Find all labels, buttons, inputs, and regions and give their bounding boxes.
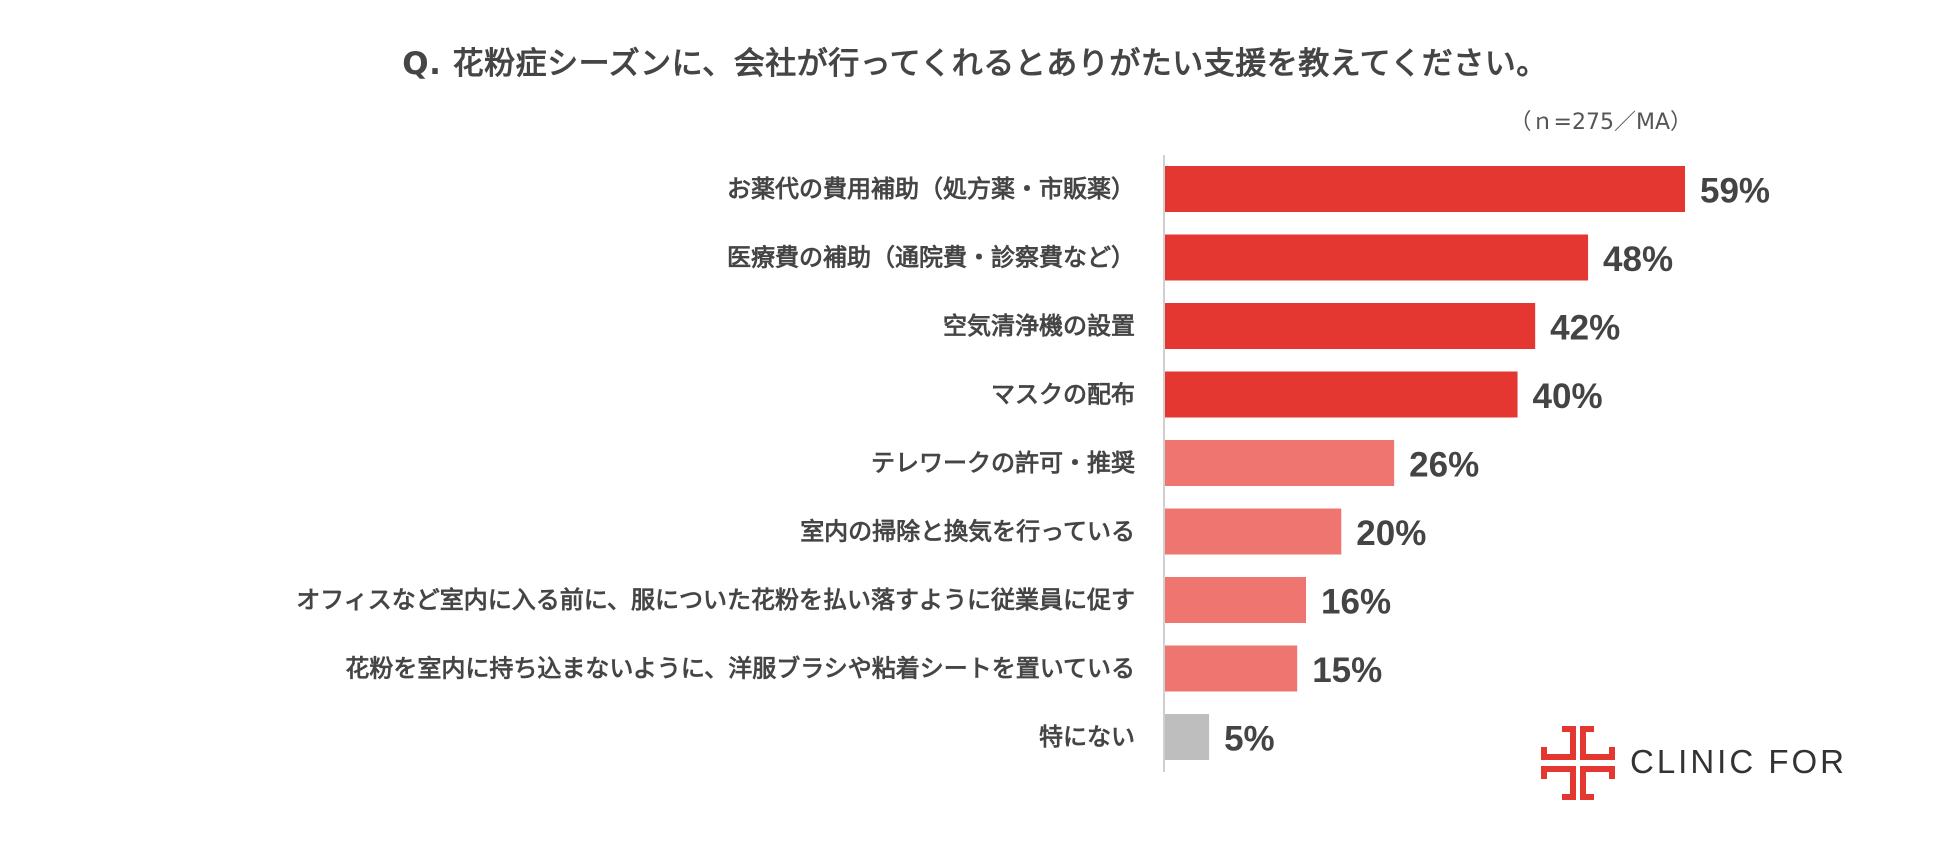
value-label-5: 26% — [1409, 446, 1479, 485]
bar-3 — [1165, 303, 1536, 349]
clinic-for-cross-icon — [1541, 726, 1615, 800]
category-label-2: 医療費の補助（通院費・診察費など） — [727, 244, 1135, 272]
bar-4 — [1165, 371, 1518, 418]
bar-7 — [1165, 577, 1307, 623]
category-label-9: 特にない — [1039, 723, 1135, 751]
value-label-7: 16% — [1321, 583, 1391, 622]
value-label-3: 42% — [1550, 309, 1620, 348]
category-label-6: 室内の掃除と換気を行っている — [800, 518, 1135, 546]
chart-title: Q. 花粉症シーズンに、会社が行ってくれるとありがたい支援を教えてください。 — [402, 46, 1548, 82]
bar-1 — [1165, 166, 1685, 212]
value-label-6: 20% — [1356, 514, 1426, 553]
category-label-7: オフィスなど室内に入る前に、服についた花粉を払い落すように従業員に促す — [296, 586, 1135, 614]
value-label-8: 15% — [1312, 651, 1382, 690]
category-label-1: お薬代の費用補助（処方薬・市販薬） — [727, 175, 1135, 203]
bar-2 — [1165, 234, 1589, 281]
bar-6 — [1165, 508, 1342, 555]
clinic-for-logo: CLINIC FOR — [1540, 725, 1870, 805]
bar-9 — [1165, 714, 1210, 760]
value-label-4: 40% — [1533, 377, 1603, 416]
category-label-4: マスクの配布 — [991, 381, 1135, 409]
bar-5 — [1165, 440, 1395, 486]
sample-size-note: （ｎ=275／MA） — [1509, 110, 1692, 135]
value-label-1: 59% — [1700, 172, 1770, 211]
bar-8 — [1165, 645, 1298, 692]
category-label-5: テレワークの許可・推奨 — [871, 449, 1136, 477]
value-label-9: 5% — [1224, 720, 1275, 759]
category-label-3: 空気清浄機の設置 — [943, 312, 1135, 340]
bars-group: お薬代の費用補助（処方薬・市販薬） 59% 医療費の補助（通院費・診察費など） 48%… — [296, 166, 1770, 760]
brand-name: CLINIC FOR — [1630, 743, 1848, 780]
value-label-2: 48% — [1603, 240, 1673, 279]
category-label-8: 花粉を室内に持ち込まないように、洋服ブラシや粘着シートを置いている — [345, 655, 1135, 683]
